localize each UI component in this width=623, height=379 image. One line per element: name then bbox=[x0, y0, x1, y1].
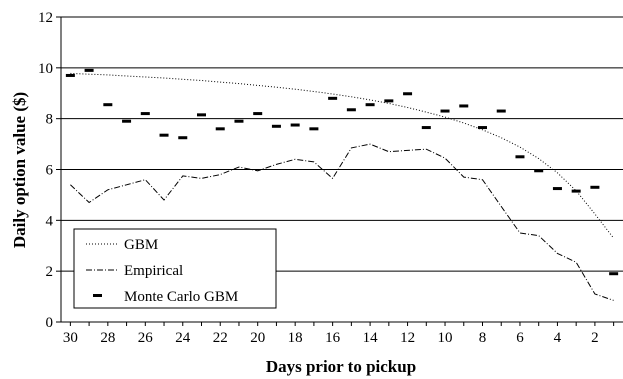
data-point-monte-carlo-gbm bbox=[384, 99, 394, 103]
data-point-monte-carlo-gbm bbox=[328, 96, 338, 100]
x-tick-label: 2 bbox=[591, 330, 599, 346]
x-tick-label: 18 bbox=[288, 330, 303, 346]
gridlines bbox=[61, 16, 623, 272]
data-point-monte-carlo-gbm bbox=[309, 127, 319, 131]
x-tick-label: 16 bbox=[325, 330, 341, 346]
data-point-monte-carlo-gbm bbox=[403, 92, 413, 96]
data-point-monte-carlo-gbm bbox=[65, 73, 75, 77]
data-point-monte-carlo-gbm bbox=[421, 126, 431, 130]
legend-label-gbm: GBM bbox=[124, 237, 158, 253]
data-point-monte-carlo-gbm bbox=[178, 136, 188, 140]
data-point-monte-carlo-gbm bbox=[84, 68, 94, 72]
data-point-monte-carlo-gbm bbox=[215, 127, 225, 131]
data-point-monte-carlo-gbm bbox=[609, 272, 619, 276]
data-point-monte-carlo-gbm bbox=[122, 119, 132, 123]
legend-label-monte-carlo: Monte Carlo GBM bbox=[124, 289, 238, 305]
data-point-monte-carlo-gbm bbox=[253, 112, 263, 116]
y-tick-label: 6 bbox=[46, 163, 54, 179]
y-tick-label: 0 bbox=[46, 315, 54, 331]
data-point-monte-carlo-gbm bbox=[290, 123, 300, 127]
series-line-empirical bbox=[70, 143, 614, 301]
data-point-monte-carlo-gbm bbox=[440, 109, 450, 113]
data-point-monte-carlo-gbm bbox=[552, 187, 562, 191]
axes bbox=[56, 16, 623, 326]
data-point-monte-carlo-gbm bbox=[571, 189, 581, 193]
legend: GBM Empirical Monte Carlo GBM bbox=[73, 228, 277, 309]
x-tick-label: 8 bbox=[479, 330, 487, 346]
y-tick-label: 2 bbox=[46, 264, 54, 280]
x-axis-title: Days prior to pickup bbox=[266, 357, 416, 376]
y-tick-label: 10 bbox=[38, 61, 53, 77]
x-tick-label: 12 bbox=[400, 330, 415, 346]
x-tick-label: 24 bbox=[175, 330, 191, 346]
data-point-monte-carlo-gbm bbox=[271, 124, 281, 128]
x-tick-label: 4 bbox=[554, 330, 562, 346]
x-tick-label: 22 bbox=[213, 330, 228, 346]
data-point-monte-carlo-gbm bbox=[103, 103, 113, 107]
data-point-monte-carlo-gbm bbox=[234, 119, 244, 123]
y-axis-title: Daily option value ($) bbox=[10, 92, 29, 248]
data-point-monte-carlo-gbm bbox=[365, 103, 375, 107]
legend-box bbox=[73, 228, 277, 309]
data-point-monte-carlo-gbm bbox=[515, 155, 525, 159]
data-point-monte-carlo-gbm bbox=[534, 169, 544, 173]
legend-swatch-monte-carlo bbox=[93, 294, 102, 297]
data-point-monte-carlo-gbm bbox=[459, 104, 469, 108]
data-point-monte-carlo-gbm bbox=[496, 109, 506, 113]
data-point-monte-carlo-gbm bbox=[159, 133, 169, 137]
series-line-gbm bbox=[70, 72, 614, 239]
y-tick-label: 4 bbox=[46, 213, 54, 229]
y-tick-label: 8 bbox=[46, 112, 54, 128]
x-tick-label: 10 bbox=[438, 330, 453, 346]
x-tick-label: 20 bbox=[250, 330, 265, 346]
y-tick-label: 12 bbox=[38, 10, 53, 26]
series-layer bbox=[65, 68, 619, 301]
x-tick-label: 6 bbox=[516, 330, 524, 346]
data-point-monte-carlo-gbm bbox=[590, 185, 600, 189]
data-point-monte-carlo-gbm bbox=[346, 108, 356, 112]
legend-label-empirical: Empirical bbox=[124, 263, 183, 279]
x-tick-label: 28 bbox=[100, 330, 115, 346]
data-point-monte-carlo-gbm bbox=[478, 126, 487, 130]
x-tick-label: 30 bbox=[63, 330, 78, 346]
series-monte-carlo-gbm bbox=[65, 68, 619, 276]
x-tick-label: 26 bbox=[138, 330, 154, 346]
x-tick-label: 14 bbox=[363, 330, 379, 346]
data-point-monte-carlo-gbm bbox=[197, 113, 206, 117]
data-point-monte-carlo-gbm bbox=[140, 112, 150, 116]
